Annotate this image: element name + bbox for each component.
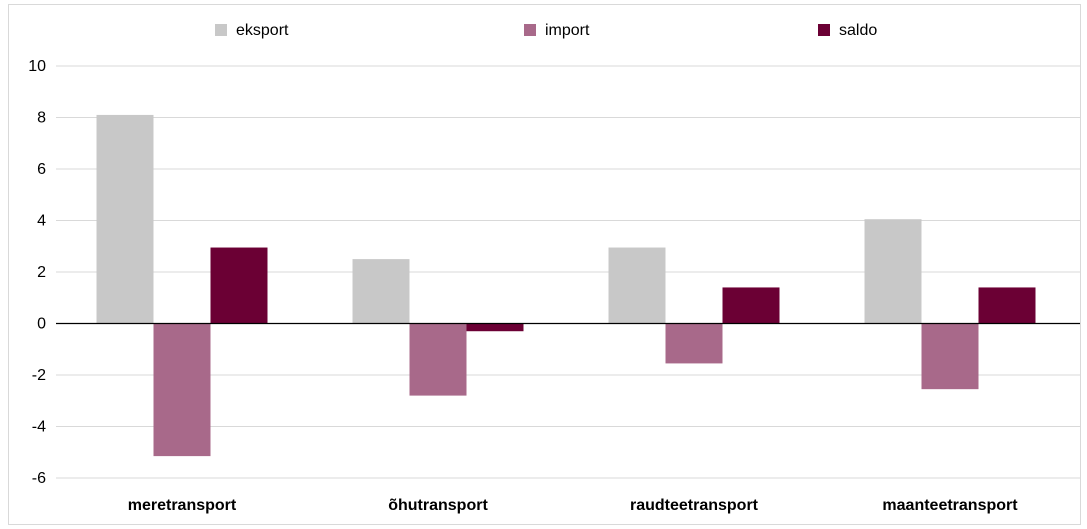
bar-eksport-1 [352, 259, 410, 324]
category-label: õhutransport [388, 497, 488, 514]
y-tick-label: 10 [28, 58, 46, 75]
legend-swatch [818, 24, 830, 36]
bar-saldo-1 [466, 323, 524, 332]
bar-import-1 [409, 323, 467, 396]
bar-import-0 [153, 323, 211, 457]
y-tick-label: -6 [32, 470, 46, 487]
y-tick-label: 0 [37, 316, 46, 333]
chart-frame [8, 4, 1081, 525]
legend-swatch [215, 24, 227, 36]
y-tick-label: -2 [32, 367, 46, 384]
bars [96, 114, 1036, 457]
y-tick-label: 2 [37, 264, 46, 281]
legend-item-saldo: saldo [818, 22, 877, 39]
y-tick-label: 8 [37, 110, 46, 127]
bar-import-3 [921, 323, 979, 390]
y-axis-ticks: 10 8 6 4 2 0 -2 -4 -6 [28, 58, 46, 487]
y-tick-label: 4 [37, 213, 46, 230]
bar-saldo-2 [722, 287, 780, 324]
legend-label: eksport [236, 22, 289, 39]
bar-eksport-2 [608, 247, 666, 324]
bar-eksport-3 [864, 219, 922, 324]
bar-import-2 [665, 323, 723, 364]
category-labels: meretransport õhutransport raudteetranspor… [128, 497, 1018, 514]
category-label: raudteetransport [630, 497, 759, 514]
legend-item-import: import [524, 22, 590, 39]
bar-eksport-0 [96, 114, 154, 324]
bar-saldo-0 [210, 247, 268, 324]
bar-saldo-3 [978, 287, 1036, 324]
category-label: meretransport [128, 497, 237, 514]
category-label: maanteetransport [882, 497, 1018, 514]
y-tick-label: -4 [32, 419, 46, 436]
legend-label: import [545, 22, 590, 39]
legend-item-eksport: eksport [215, 22, 289, 39]
y-tick-label: 6 [37, 161, 46, 178]
legend-swatch [524, 24, 536, 36]
legend-label: saldo [839, 22, 877, 39]
legend: eksport import saldo [215, 22, 877, 39]
